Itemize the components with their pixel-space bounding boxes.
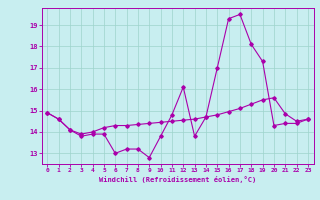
X-axis label: Windchill (Refroidissement éolien,°C): Windchill (Refroidissement éolien,°C) [99, 176, 256, 183]
